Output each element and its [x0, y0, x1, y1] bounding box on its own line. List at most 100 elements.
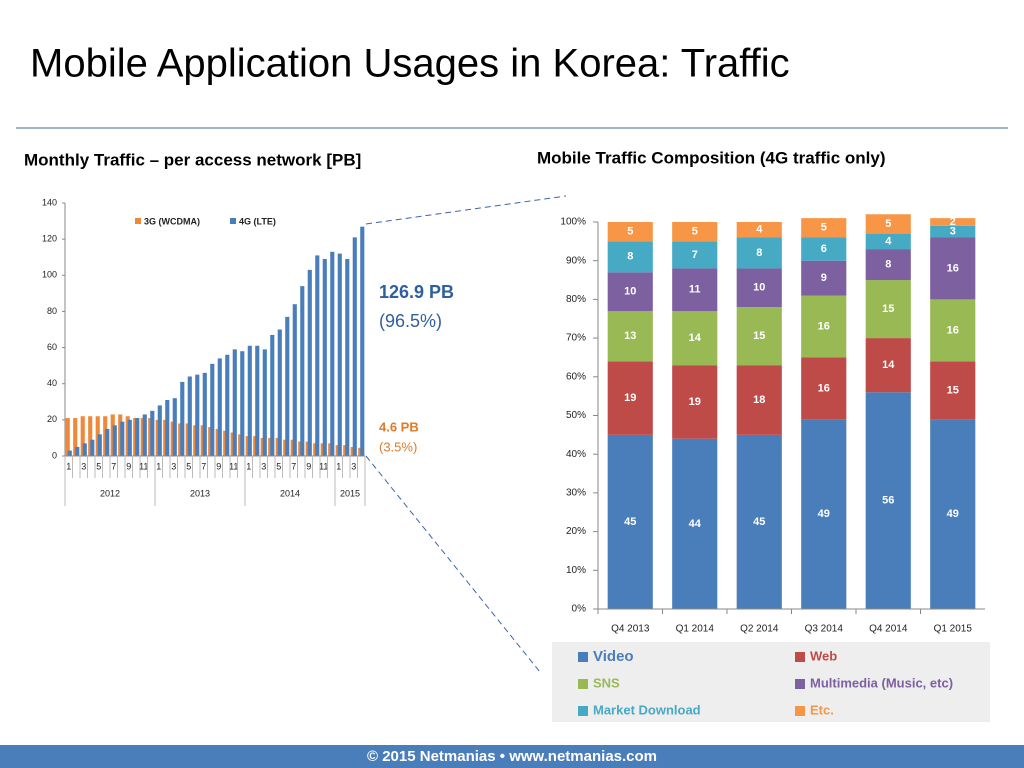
y-tick-label: 100	[42, 270, 57, 280]
y-tick-label: 40	[47, 378, 57, 388]
x-tick-label: 9	[216, 461, 221, 471]
bar	[277, 329, 282, 456]
bar-segment	[930, 419, 976, 609]
bar-segment	[865, 280, 911, 339]
bar	[80, 416, 85, 456]
bar	[352, 237, 357, 456]
bar	[180, 381, 185, 456]
data-label: 16	[818, 382, 830, 394]
y-tick-label: 50%	[566, 410, 586, 421]
bar-segment	[930, 299, 976, 362]
bar-segment	[865, 233, 911, 250]
bar-segment	[672, 365, 718, 439]
legend-swatch	[578, 706, 588, 716]
x-tick-label: 7	[201, 461, 206, 471]
group-label: 2013	[190, 488, 210, 498]
bar	[65, 418, 70, 456]
x-tick-label: Q3 2014	[805, 624, 844, 635]
annotation: (96.5%)	[379, 311, 442, 331]
data-label: 49	[947, 508, 959, 520]
left-chart-title: Monthly Traffic – per access network [PB…	[24, 150, 361, 169]
x-tick-label: Q1 2014	[676, 624, 715, 635]
data-label: 4	[756, 224, 763, 236]
connector	[365, 455, 541, 673]
bar	[330, 251, 335, 456]
bar	[135, 418, 140, 456]
bar-segment	[930, 237, 976, 300]
data-label: 16	[818, 320, 830, 332]
data-label: 19	[624, 392, 636, 404]
legend-label: Multimedia (Music, etc)	[810, 675, 953, 690]
data-label: 9	[821, 272, 827, 284]
bar-segment	[607, 361, 653, 435]
bar-segment	[672, 311, 718, 366]
data-label: 14	[689, 332, 702, 344]
bar-segment	[672, 222, 718, 242]
bar	[262, 349, 267, 456]
data-label: 45	[624, 516, 636, 528]
x-tick-label: 9	[126, 461, 131, 471]
x-tick-label: Q4 2014	[869, 624, 908, 635]
bar	[255, 345, 260, 456]
bar	[157, 405, 162, 456]
legend-label: Video	[593, 648, 634, 665]
bar	[105, 428, 110, 456]
y-tick-label: 120	[42, 234, 57, 244]
bar	[202, 372, 207, 456]
data-label: 4	[885, 235, 892, 247]
bar-segment	[607, 272, 653, 312]
bar	[232, 349, 237, 456]
data-label: 11	[689, 284, 701, 296]
bar	[307, 269, 312, 456]
bar-segment	[930, 225, 976, 238]
x-tick-label: Q2 2014	[740, 624, 779, 635]
legend-label: SNS	[593, 675, 620, 690]
data-label: 18	[753, 394, 765, 406]
x-tick-label: Q1 2015	[934, 624, 973, 635]
data-label: 49	[818, 508, 830, 520]
bar-segment	[801, 357, 847, 420]
x-tick-label: 5	[186, 461, 191, 471]
group-label: 2012	[100, 488, 120, 498]
bar-segment	[672, 438, 718, 609]
x-tick-label: 1	[156, 461, 161, 471]
y-tick-label: 0%	[572, 604, 587, 615]
bar	[172, 398, 177, 456]
bar-segment	[607, 222, 653, 242]
legend-label: Web	[810, 648, 837, 663]
bar-segment	[801, 218, 847, 238]
y-tick-label: 40%	[566, 449, 586, 460]
legend-label: 4G (LTE)	[239, 216, 276, 226]
bar-segment	[736, 365, 782, 435]
bar-segment	[736, 434, 782, 609]
y-tick-label: 80%	[566, 294, 586, 305]
data-label: 44	[689, 518, 702, 530]
bar-segment	[801, 295, 847, 358]
y-tick-label: 20%	[566, 526, 586, 537]
bar	[210, 363, 215, 456]
y-tick-label: 30%	[566, 488, 586, 499]
x-tick-label: 3	[171, 461, 176, 471]
group-label: 2014	[280, 488, 300, 498]
data-label: 7	[692, 249, 698, 261]
bar	[270, 334, 275, 456]
right-chart-title: Mobile Traffic Composition (4G traffic o…	[537, 148, 886, 167]
bar	[90, 439, 95, 456]
bar	[88, 416, 93, 456]
bar	[75, 446, 80, 456]
footer: © 2015 Netmanias • www.netmanias.com	[367, 748, 657, 765]
bar	[345, 259, 350, 456]
x-tick-label: 11	[319, 461, 328, 471]
bar	[360, 226, 365, 456]
x-tick-label: 11	[229, 461, 238, 471]
y-tick-label: 10%	[566, 565, 586, 576]
data-label: 5	[627, 226, 633, 238]
y-tick-label: 100%	[560, 217, 586, 228]
bar	[322, 259, 327, 456]
bar-segment	[930, 218, 976, 226]
data-label: 13	[624, 330, 636, 342]
annotation: 126.9 PB	[379, 282, 454, 302]
bar	[187, 376, 192, 456]
data-label: 10	[753, 282, 765, 294]
